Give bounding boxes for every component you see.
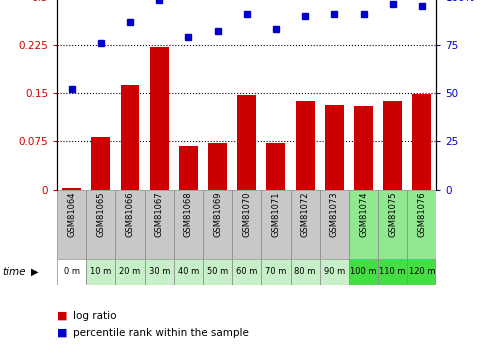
Text: percentile rank within the sample: percentile rank within the sample bbox=[73, 328, 249, 338]
Bar bbox=[179, 146, 198, 190]
Bar bbox=[145, 190, 174, 259]
Text: GSM81065: GSM81065 bbox=[96, 192, 105, 237]
Bar bbox=[203, 259, 232, 285]
Text: GSM81073: GSM81073 bbox=[330, 192, 339, 237]
Bar bbox=[354, 106, 373, 190]
Bar bbox=[349, 259, 378, 285]
Text: 30 m: 30 m bbox=[148, 267, 170, 276]
Bar bbox=[150, 47, 169, 190]
Bar bbox=[174, 259, 203, 285]
Text: GSM81066: GSM81066 bbox=[125, 192, 134, 237]
Text: 10 m: 10 m bbox=[90, 267, 112, 276]
Bar bbox=[349, 190, 378, 259]
Bar bbox=[174, 190, 203, 259]
Bar bbox=[291, 259, 320, 285]
Bar bbox=[296, 101, 314, 190]
Bar bbox=[121, 86, 139, 190]
Bar bbox=[407, 259, 436, 285]
Bar bbox=[232, 259, 261, 285]
Text: 50 m: 50 m bbox=[207, 267, 228, 276]
Text: time: time bbox=[2, 267, 26, 277]
Text: 120 m: 120 m bbox=[409, 267, 435, 276]
Bar bbox=[57, 190, 86, 259]
Text: 40 m: 40 m bbox=[178, 267, 199, 276]
Bar bbox=[412, 94, 432, 190]
Bar bbox=[291, 190, 320, 259]
Text: 110 m: 110 m bbox=[379, 267, 406, 276]
Text: ■: ■ bbox=[57, 328, 67, 338]
Bar bbox=[325, 105, 344, 190]
Bar bbox=[378, 190, 407, 259]
Bar bbox=[62, 188, 81, 190]
Text: GSM81070: GSM81070 bbox=[242, 192, 251, 237]
Text: GSM81064: GSM81064 bbox=[67, 192, 76, 237]
Bar bbox=[116, 190, 145, 259]
Text: 90 m: 90 m bbox=[324, 267, 345, 276]
Bar bbox=[116, 259, 145, 285]
Text: 70 m: 70 m bbox=[265, 267, 287, 276]
Bar bbox=[232, 190, 261, 259]
Bar bbox=[86, 190, 116, 259]
Text: GSM81076: GSM81076 bbox=[418, 192, 427, 237]
Bar bbox=[57, 259, 86, 285]
Text: 20 m: 20 m bbox=[120, 267, 141, 276]
Text: GSM81072: GSM81072 bbox=[301, 192, 310, 237]
Text: 60 m: 60 m bbox=[236, 267, 257, 276]
Bar bbox=[320, 190, 349, 259]
Bar bbox=[383, 101, 402, 190]
Bar bbox=[208, 143, 227, 190]
Bar bbox=[203, 190, 232, 259]
Text: ▶: ▶ bbox=[31, 267, 38, 277]
Bar bbox=[320, 259, 349, 285]
Text: 80 m: 80 m bbox=[295, 267, 316, 276]
Bar bbox=[266, 144, 285, 190]
Bar bbox=[86, 259, 116, 285]
Bar bbox=[378, 259, 407, 285]
Text: GSM81071: GSM81071 bbox=[271, 192, 280, 237]
Bar bbox=[261, 259, 291, 285]
Text: ■: ■ bbox=[57, 311, 67, 321]
Text: GSM81075: GSM81075 bbox=[388, 192, 397, 237]
Text: GSM81067: GSM81067 bbox=[155, 192, 164, 237]
Bar bbox=[91, 137, 110, 190]
Bar bbox=[261, 190, 291, 259]
Bar bbox=[237, 95, 256, 190]
Text: log ratio: log ratio bbox=[73, 311, 117, 321]
Text: 100 m: 100 m bbox=[350, 267, 377, 276]
Text: GSM81074: GSM81074 bbox=[359, 192, 368, 237]
Bar bbox=[145, 259, 174, 285]
Bar bbox=[407, 190, 436, 259]
Text: GSM81068: GSM81068 bbox=[184, 192, 193, 237]
Text: 0 m: 0 m bbox=[63, 267, 80, 276]
Text: GSM81069: GSM81069 bbox=[213, 192, 222, 237]
